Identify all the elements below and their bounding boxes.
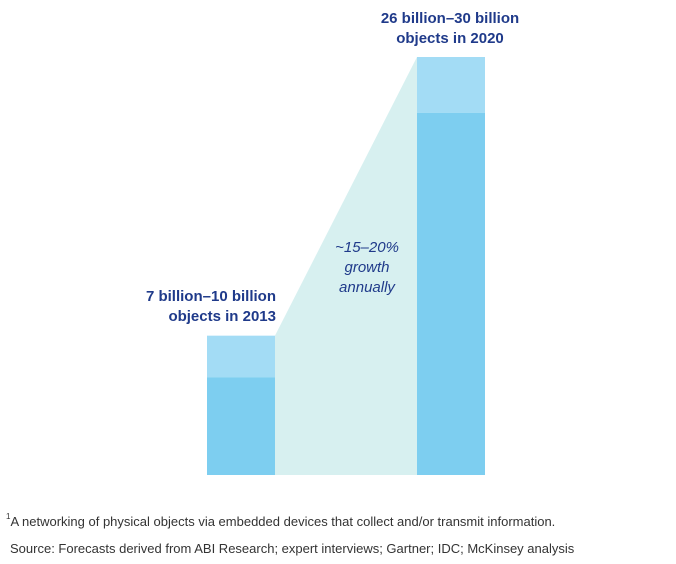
bar-label-2013-line1: 7 billion–10 billion (145, 288, 276, 305)
footnote: 1A networking of physical objects via em… (6, 512, 556, 529)
bar-2020-range-upper (417, 57, 485, 113)
footnote-marker: 1 (6, 512, 11, 521)
bar-2013-range-lower (207, 377, 275, 475)
chart (207, 57, 485, 475)
growth-annotation-line1: ~15–20% (335, 239, 399, 256)
bar-label-2020-line1: 26 billion–30 billion (380, 10, 520, 27)
growth-annotation-line3: annually (339, 279, 395, 296)
growth-annotation-line2: growth (344, 259, 390, 276)
bar-2020-range-lower (417, 112, 485, 475)
bar-label-2020: 26 billion–30 billion objects in 2020 (330, 9, 570, 49)
bar-2013-range-upper (207, 335, 275, 378)
bar-label-2020-line2: objects in 2020 (396, 30, 504, 47)
growth-area (275, 57, 417, 475)
growth-annotation: ~15–20% growth annually (317, 238, 417, 298)
bar-label-2013: 7 billion–10 billion objects in 2013 (70, 287, 276, 327)
footnote-text: A networking of physical objects via emb… (10, 514, 556, 529)
bar-label-2013-line2: objects in 2013 (168, 308, 276, 325)
source-text: Source: Forecasts derived from ABI Resea… (10, 541, 575, 556)
source-note: Source: Forecasts derived from ABI Resea… (10, 541, 574, 556)
